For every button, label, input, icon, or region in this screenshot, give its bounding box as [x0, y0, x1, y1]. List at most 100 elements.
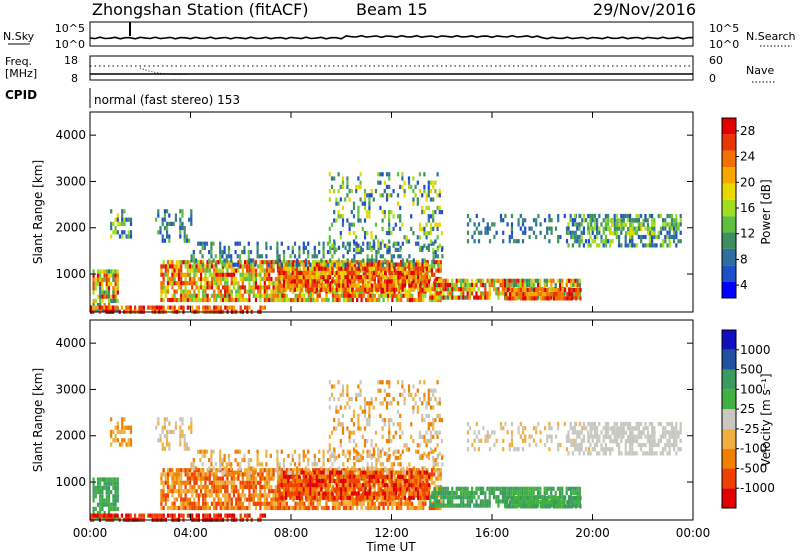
range-gate-cell — [425, 487, 428, 492]
range-gate-cell — [353, 270, 356, 276]
range-gate-cell — [423, 184, 426, 189]
range-gate-cell — [435, 291, 438, 296]
range-gate-cell — [259, 480, 262, 485]
range-gate-cell — [173, 305, 176, 310]
range-gate-cell — [116, 273, 119, 278]
range-gate-cell — [390, 193, 393, 198]
range-gate-cell — [368, 241, 371, 246]
range-gate-cell — [172, 221, 175, 226]
range-gate-cell — [206, 513, 209, 518]
range-gate-cell — [440, 278, 443, 283]
range-gate-cell — [326, 266, 329, 271]
range-gate-cell — [265, 245, 268, 250]
range-gate-cell — [274, 260, 277, 265]
range-gate-cell — [355, 483, 358, 488]
range-gate-cell — [333, 218, 336, 223]
range-gate-cell — [673, 226, 676, 231]
range-gate-cell — [412, 189, 415, 194]
range-gate-cell — [302, 279, 305, 284]
range-gate-cell — [307, 458, 310, 463]
range-gate-cell — [300, 283, 303, 288]
range-gate-cell — [230, 293, 233, 298]
range-gate-cell — [390, 483, 393, 488]
range-gate-cell — [333, 279, 336, 284]
range-gate-cell — [298, 293, 302, 298]
range-gate-cell — [151, 305, 154, 310]
range-gate-cell — [188, 260, 192, 265]
range-gate-cell — [225, 462, 228, 467]
range-gate-cell — [620, 243, 623, 248]
range-gate-cell — [230, 476, 233, 481]
range-gate-cell — [400, 260, 403, 265]
range-gate-cell — [412, 176, 415, 181]
range-gate-cell — [289, 254, 292, 259]
range-gate-cell — [232, 272, 236, 277]
range-gate-cell — [466, 230, 470, 235]
range-gate-cell — [328, 226, 331, 231]
range-gate-cell — [248, 264, 251, 269]
range-gate-cell — [287, 245, 290, 250]
range-gate-cell — [408, 275, 411, 280]
range-gate-cell — [515, 296, 518, 301]
range-gate-cell — [653, 234, 656, 240]
range-gate-cell — [412, 258, 415, 263]
range-gate-cell — [252, 285, 255, 290]
range-gate-cell — [346, 262, 349, 267]
range-gate-cell — [598, 230, 601, 235]
range-gate-cell — [337, 214, 340, 219]
range-gate-cell — [388, 491, 391, 496]
y-tick-label: 1000 — [55, 267, 86, 281]
range-gate-cell — [287, 279, 290, 284]
range-gate-cell — [221, 276, 225, 282]
range-gate-cell — [182, 297, 185, 303]
range-gate-cell — [600, 222, 603, 227]
range-gate-cell — [182, 289, 185, 294]
range-gate-cell — [160, 480, 163, 485]
range-gate-cell — [280, 241, 283, 246]
range-gate-cell — [408, 254, 411, 259]
range-gate-cell — [213, 484, 216, 490]
range-gate-cell — [574, 213, 577, 219]
range-gate-cell — [375, 262, 378, 267]
range-gate-cell — [182, 489, 185, 494]
range-gate-cell — [670, 234, 673, 240]
range-gate-cell — [112, 305, 115, 310]
range-gate-cell — [166, 230, 169, 235]
range-gate-cell — [252, 501, 255, 506]
range-gate-cell — [402, 276, 405, 282]
range-gate-cell — [171, 501, 174, 506]
range-gate-cell — [679, 218, 682, 223]
range-gate-cell — [163, 217, 166, 222]
range-gate-cell — [380, 480, 383, 485]
range-gate-cell — [195, 472, 198, 477]
range-gate-cell — [175, 281, 178, 286]
range-gate-cell — [99, 282, 102, 287]
range-gate-cell — [156, 513, 159, 518]
range-gate-cell — [259, 293, 262, 298]
range-gate-cell — [405, 235, 408, 240]
range-gate-cell — [328, 380, 331, 385]
range-gate-cell — [324, 279, 327, 284]
range-gate-cell — [482, 278, 485, 283]
range-gate-cell — [219, 245, 222, 250]
range-gate-cell — [298, 462, 301, 467]
range-gate-cell — [504, 213, 507, 219]
range-gate-cell — [543, 218, 547, 223]
range-gate-cell — [439, 505, 442, 511]
range-gate-cell — [390, 210, 393, 215]
range-gate-cell — [307, 501, 310, 506]
range-gate-cell — [224, 501, 227, 506]
range-gate-cell — [204, 489, 207, 494]
range-gate-cell — [482, 295, 485, 300]
range-gate-cell — [464, 282, 467, 288]
range-gate-cell — [431, 295, 434, 300]
range-gate-cell — [384, 466, 387, 471]
range-gate-cell — [473, 239, 476, 244]
range-gate-cell — [322, 474, 325, 479]
range-gate-cell — [195, 513, 198, 518]
range-gate-cell — [173, 480, 176, 485]
range-gate-cell — [351, 489, 354, 494]
range-gate-cell — [421, 287, 424, 292]
range-gate-cell — [312, 297, 315, 303]
range-gate-cell — [607, 213, 610, 219]
